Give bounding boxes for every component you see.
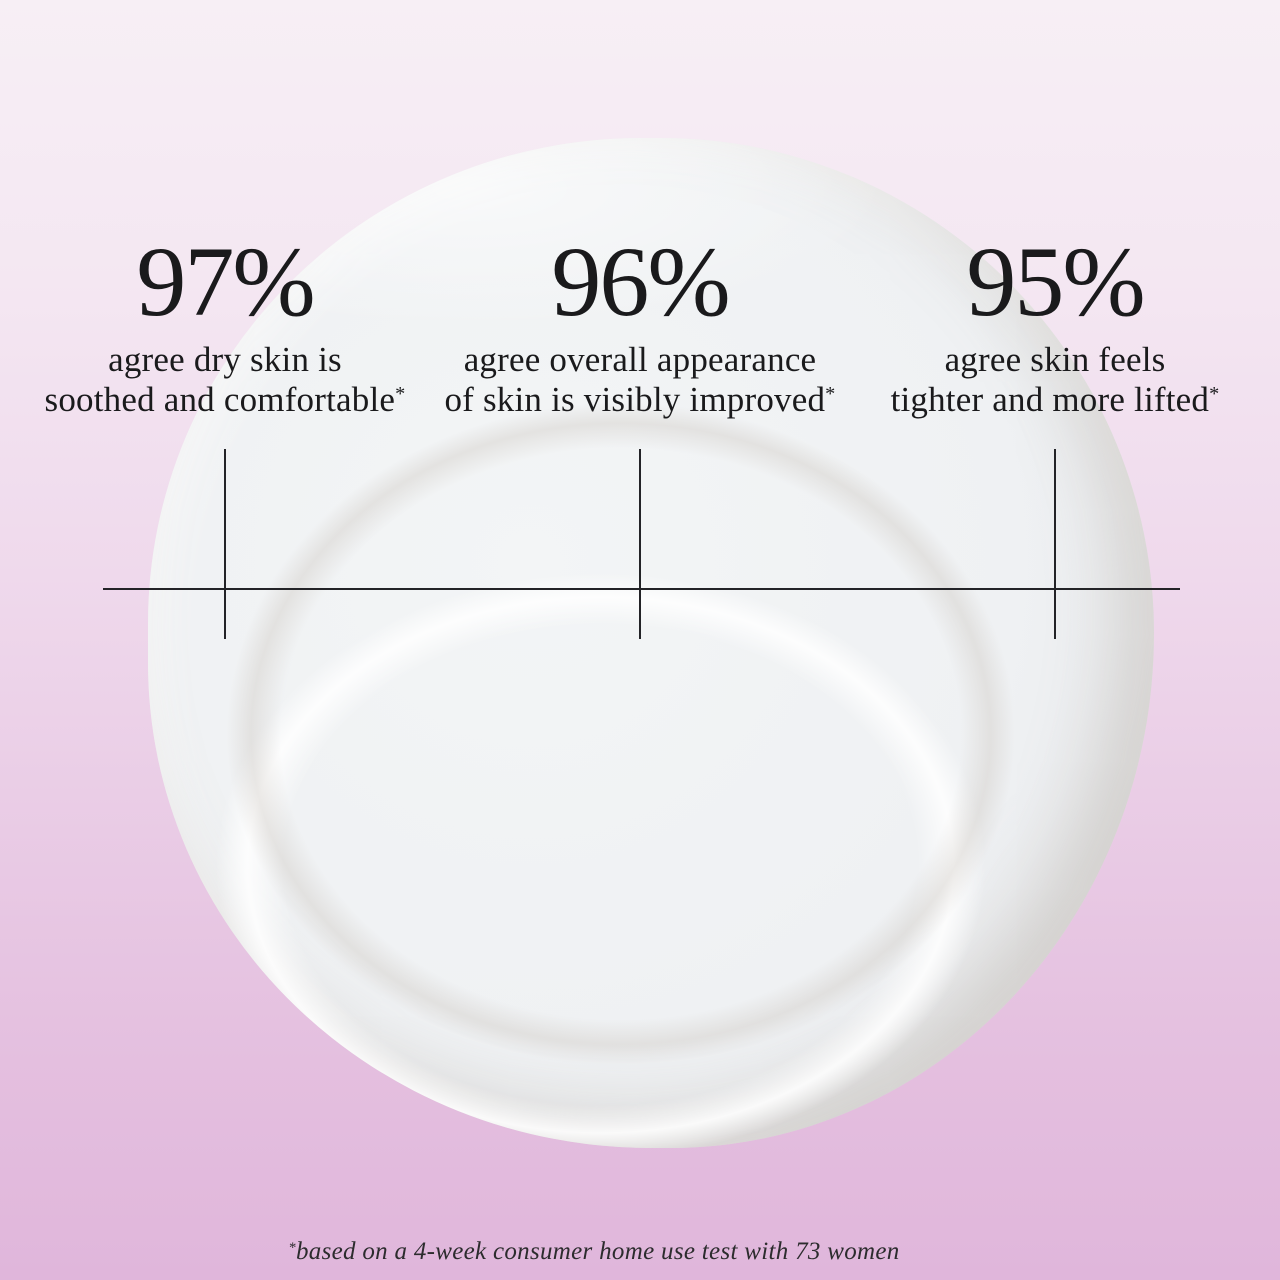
stat-value: 95%	[966, 226, 1145, 337]
tick-line-1	[224, 449, 226, 639]
stat-description: agree overall appearance of skin is visi…	[410, 340, 870, 425]
footnote-mark: *	[288, 1239, 296, 1256]
footnote-asterisk: *	[825, 382, 836, 405]
stat-description-line2: of skin is visibly improved	[444, 380, 826, 419]
footnote-asterisk: *	[395, 382, 406, 405]
tick-line-3	[1054, 449, 1056, 639]
stat-column-2: 96% agree overall appearance of skin is …	[410, 226, 870, 425]
stat-description-line1: agree overall appearance	[463, 340, 817, 379]
footnote-asterisk: *	[1209, 382, 1220, 405]
stat-description: agree dry skin is soothed and comfortabl…	[0, 340, 455, 425]
stat-description-line1: agree skin feels	[944, 340, 1166, 379]
stat-value: 96%	[551, 226, 730, 337]
stat-description: agree skin feels tighter and more lifted…	[825, 340, 1280, 425]
tick-line-2	[639, 449, 641, 639]
stat-description-line1: agree dry skin is	[108, 340, 342, 379]
footnote: *based on a 4-week consumer home use tes…	[0, 1238, 1188, 1266]
footnote-text: based on a 4-week consumer home use test…	[295, 1238, 900, 1265]
stat-description-line2: tighter and more lifted	[890, 380, 1210, 419]
stat-column-1: 97% agree dry skin is soothed and comfor…	[0, 226, 455, 425]
cream-swirl-highlight	[148, 138, 1154, 1148]
stat-description-line2: soothed and comfortable	[44, 380, 396, 419]
horizontal-rule-line	[103, 588, 1180, 590]
stat-column-3: 95% agree skin feels tighter and more li…	[825, 226, 1280, 425]
cream-swatch	[148, 138, 1154, 1148]
stat-value: 97%	[136, 226, 315, 337]
